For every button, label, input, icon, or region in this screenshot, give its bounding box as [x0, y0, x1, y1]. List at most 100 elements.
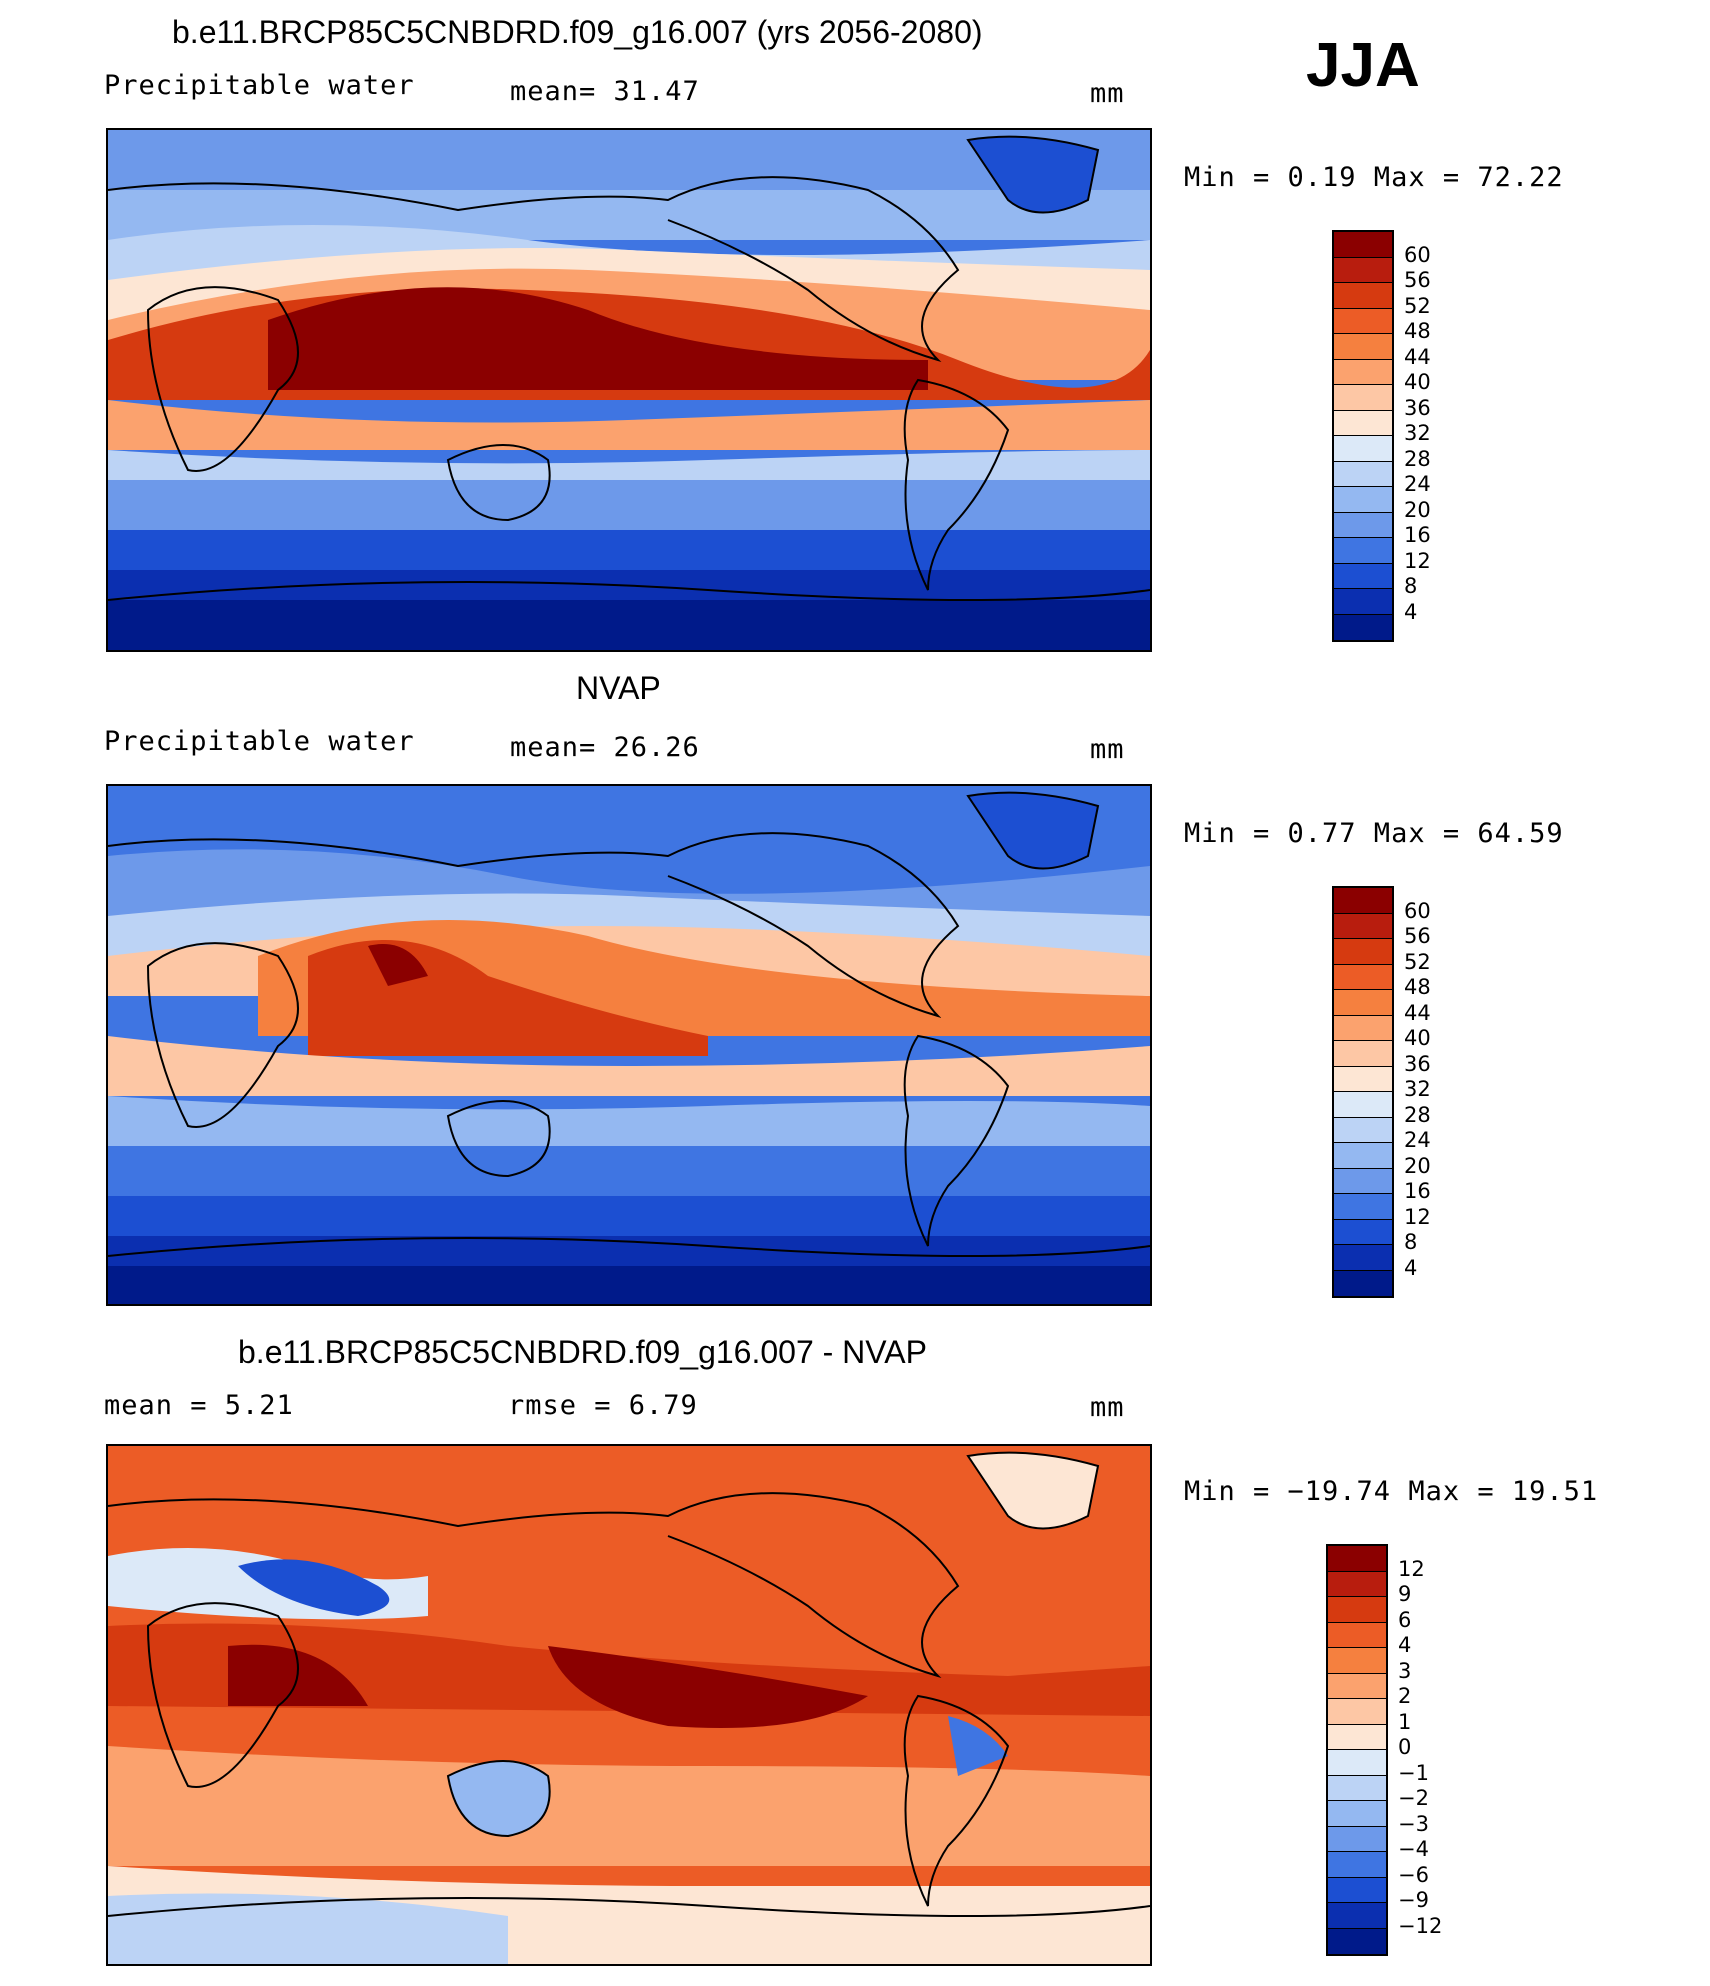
colorbar-tick-label: 12 — [1404, 1204, 1431, 1229]
colorbar-swatch — [1328, 1750, 1386, 1776]
panel3-map — [106, 1444, 1152, 1966]
colorbar-swatch — [1334, 990, 1392, 1016]
panel1-mean: mean= 31.47 — [510, 76, 700, 107]
colorbar-tick-label: 48 — [1404, 975, 1431, 999]
panel2-map — [106, 784, 1152, 1306]
colorbar-swatch — [1334, 1092, 1392, 1118]
colorbar-tick-label: −3 — [1398, 1811, 1429, 1836]
colorbar-swatch — [1328, 1724, 1386, 1750]
panel1-field — [108, 130, 1150, 650]
colorbar-tick-label: −6 — [1398, 1862, 1429, 1887]
colorbar-swatch — [1328, 1852, 1386, 1878]
colorbar-swatch — [1328, 1571, 1386, 1597]
panel3-mean: mean = 5.21 — [104, 1390, 294, 1421]
colorbar-swatch — [1334, 1219, 1392, 1245]
colorbar-swatch — [1334, 1270, 1392, 1296]
colorbar-tick-label: 24 — [1404, 1128, 1431, 1152]
colorbar-tick-label: 4 — [1404, 1255, 1418, 1280]
colorbar-swatch — [1334, 939, 1392, 965]
colorbar-tick-label: 44 — [1404, 1000, 1431, 1025]
colorbar-swatch — [1334, 614, 1392, 640]
colorbar-swatch — [1328, 1648, 1386, 1674]
colorbar-tick-label: 36 — [1404, 1051, 1431, 1076]
panel2-mean: mean= 26.26 — [510, 732, 700, 763]
panel3-colorbar — [1326, 1544, 1388, 1956]
colorbar-swatch — [1334, 888, 1392, 914]
panel3-title: b.e11.BRCP85C5CNBDRD.f09_g16.007 - NVAP — [238, 1334, 927, 1370]
panel2-title: NVAP — [576, 670, 661, 706]
colorbar-tick-label: −4 — [1398, 1837, 1429, 1861]
panel1-variable-label: Precipitable water — [104, 70, 415, 101]
colorbar-swatch — [1328, 1826, 1386, 1852]
colorbar-swatch — [1334, 589, 1392, 615]
colorbar-swatch — [1328, 1699, 1386, 1725]
colorbar-tick-label: 4 — [1398, 1633, 1412, 1657]
panel1-minmax: Min = 0.19 Max = 72.22 — [1184, 162, 1564, 193]
colorbar-swatch — [1334, 1117, 1392, 1143]
colorbar-swatch — [1334, 232, 1392, 258]
colorbar-tick-label: 1 — [1398, 1709, 1412, 1734]
colorbar-tick-label: 44 — [1404, 344, 1431, 369]
colorbar-tick-label: 52 — [1404, 293, 1431, 318]
colorbar-tick-label: 52 — [1404, 949, 1431, 974]
colorbar-swatch — [1334, 1143, 1392, 1169]
panel1-map — [106, 128, 1152, 652]
colorbar-swatch — [1334, 359, 1392, 385]
colorbar-swatch — [1334, 913, 1392, 939]
colorbar-swatch — [1334, 257, 1392, 283]
panel1-units: mm — [1090, 78, 1125, 109]
colorbar-tick-label: 8 — [1404, 1230, 1418, 1254]
colorbar-tick-label: 60 — [1404, 898, 1431, 923]
colorbar-tick-label: −12 — [1398, 1913, 1443, 1938]
colorbar-swatch — [1334, 308, 1392, 334]
panel2-variable-label: Precipitable water — [104, 726, 415, 757]
colorbar-tick-label: 56 — [1404, 924, 1431, 948]
colorbar-swatch — [1334, 563, 1392, 589]
colorbar-tick-label: 32 — [1404, 421, 1431, 445]
colorbar-swatch — [1328, 1673, 1386, 1699]
colorbar-swatch — [1334, 512, 1392, 538]
colorbar-tick-label: 3 — [1398, 1658, 1412, 1683]
colorbar-tick-label: 12 — [1398, 1556, 1425, 1581]
panel2-colorbar — [1332, 886, 1394, 1298]
colorbar-tick-label: 4 — [1404, 599, 1418, 624]
colorbar-tick-label: 20 — [1404, 1153, 1431, 1178]
colorbar-tick-label: −1 — [1398, 1760, 1429, 1785]
colorbar-tick-label: 0 — [1398, 1735, 1412, 1759]
colorbar-tick-label: 24 — [1404, 472, 1431, 496]
panel3-units: mm — [1090, 1392, 1125, 1423]
season-label: JJA — [1306, 31, 1420, 100]
colorbar-swatch — [1334, 461, 1392, 487]
colorbar-tick-label: −2 — [1398, 1786, 1429, 1810]
colorbar-tick-label: 40 — [1404, 1026, 1431, 1050]
panel1-colorbar — [1332, 230, 1394, 642]
colorbar-swatch — [1334, 1194, 1392, 1220]
panel3-minmax: Min = −19.74 Max = 19.51 — [1184, 1476, 1599, 1507]
colorbar-swatch — [1328, 1903, 1386, 1929]
colorbar-swatch — [1334, 1041, 1392, 1067]
colorbar-swatch — [1328, 1775, 1386, 1801]
colorbar-swatch — [1334, 1015, 1392, 1041]
colorbar-swatch — [1334, 385, 1392, 411]
colorbar-swatch — [1328, 1597, 1386, 1623]
colorbar-swatch — [1334, 1245, 1392, 1271]
colorbar-tick-label: 20 — [1404, 497, 1431, 522]
colorbar-tick-label: 2 — [1398, 1684, 1412, 1708]
colorbar-tick-label: −9 — [1398, 1888, 1429, 1912]
colorbar-tick-label: 6 — [1398, 1607, 1412, 1632]
colorbar-tick-label: 9 — [1398, 1582, 1412, 1606]
colorbar-tick-label: 48 — [1404, 319, 1431, 343]
colorbar-swatch — [1334, 964, 1392, 990]
colorbar-tick-label: 56 — [1404, 268, 1431, 292]
colorbar-swatch — [1334, 538, 1392, 564]
colorbar-tick-label: 16 — [1404, 1179, 1431, 1203]
panel3-rmse: rmse = 6.79 — [508, 1390, 698, 1421]
colorbar-tick-label: 40 — [1404, 370, 1431, 394]
panel2-minmax: Min = 0.77 Max = 64.59 — [1184, 818, 1564, 849]
colorbar-tick-label: 32 — [1404, 1077, 1431, 1101]
colorbar-tick-label: 8 — [1404, 574, 1418, 598]
colorbar-tick-label: 36 — [1404, 395, 1431, 420]
panel2-units: mm — [1090, 734, 1125, 765]
colorbar-tick-label: 28 — [1404, 1102, 1431, 1127]
colorbar-swatch — [1328, 1546, 1386, 1572]
